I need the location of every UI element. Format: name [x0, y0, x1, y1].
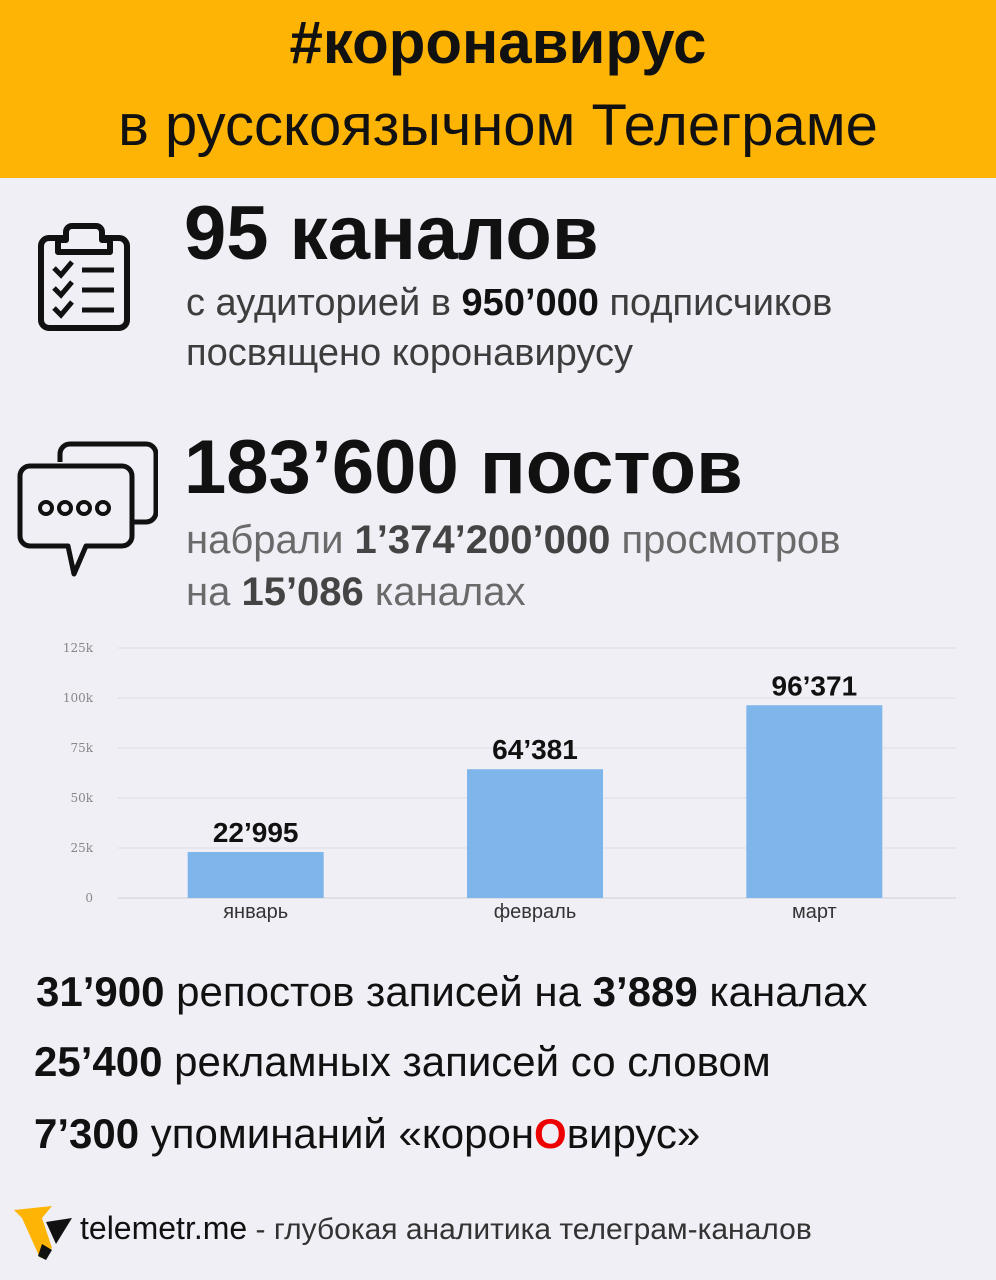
bar-2 — [467, 769, 603, 898]
ads-count: 25’400 — [34, 1038, 163, 1085]
x-category-label: февраль — [494, 901, 577, 923]
mentions-text-end: вирус» — [566, 1110, 701, 1157]
bar-value-label: 96’371 — [772, 670, 858, 701]
telemetr-logo-icon — [14, 1206, 72, 1260]
y-tick-label: 0 — [85, 891, 93, 905]
header-banner: #коронавирус в русскоязычном Телеграме — [0, 0, 996, 178]
reposts-text: репостов записей на — [164, 968, 593, 1015]
audience-post: подписчиков — [598, 282, 833, 324]
mentions-count: 7’300 — [34, 1110, 140, 1157]
audience-pre: с аудиторией в — [186, 282, 462, 324]
posts-headline: 183’600 постов — [184, 425, 743, 510]
bar-value-label: 22’995 — [213, 817, 299, 848]
x-category-label: январь — [223, 901, 288, 923]
bar-value-label: 64’381 — [492, 734, 578, 765]
clipboard-checklist-icon — [38, 223, 130, 331]
views-pre: набрали — [186, 518, 355, 562]
y-tick-label: 125k — [63, 641, 94, 655]
reposts-channels-count: 3’889 — [592, 968, 698, 1015]
bar-1 — [187, 852, 324, 898]
views-post: просмотров — [610, 518, 841, 562]
footer-line: telemetr.me - глубокая аналитика телегра… — [80, 1210, 812, 1247]
posts-channels-line: на 15’086 каналах — [186, 570, 525, 615]
chat-bubbles-icon — [17, 441, 158, 577]
mentions-red-letter: О — [534, 1110, 567, 1157]
channels-count: 15’086 — [241, 570, 364, 614]
y-tick-label: 100k — [63, 691, 94, 705]
bar-3 — [746, 705, 883, 898]
posts-views-line: набрали 1’374’200’000 просмотров — [186, 518, 841, 563]
header-subtitle: в русскоязычном Телеграме — [118, 93, 878, 158]
monthly-posts-bar-chart: 0 25k 50k 75k 100k 125k 22’995 январь 64’381 февр… — [63, 641, 956, 923]
footer-brand: telemetr.me — [80, 1210, 248, 1246]
ads-text: рекламных записей со словом — [162, 1038, 771, 1085]
views-count: 1’374’200’000 — [354, 518, 611, 562]
x-category-label: март — [792, 901, 837, 923]
y-tick-label: 75k — [70, 741, 93, 755]
audience-count: 950’000 — [461, 282, 599, 324]
y-tick-label: 25k — [70, 841, 93, 855]
channels-post: каналах — [363, 570, 526, 614]
channels-headline: 95 каналов — [184, 191, 599, 276]
channels-topic-line: посвящено коронавирусу — [186, 332, 633, 374]
ads-stat: 25’400 рекламных записей со словом — [34, 1038, 771, 1086]
channels-audience-line: с аудиторией в 950’000 подписчиков — [186, 282, 832, 325]
reposts-text-end: каналах — [697, 968, 868, 1015]
footer-tagline: - глубокая аналитика телеграм-каналов — [247, 1213, 812, 1246]
channels-pre: на — [186, 570, 242, 614]
y-tick-label: 50k — [70, 791, 93, 805]
reposts-stat: 31’900 репостов записей на 3’889 каналах — [36, 968, 867, 1016]
mentions-stat: 7’300 упоминаний «коронОвирус» — [34, 1110, 700, 1158]
reposts-count: 31’900 — [36, 968, 165, 1015]
mentions-text: упоминаний «корон — [139, 1110, 535, 1157]
header-title: #коронавирус — [289, 9, 707, 76]
